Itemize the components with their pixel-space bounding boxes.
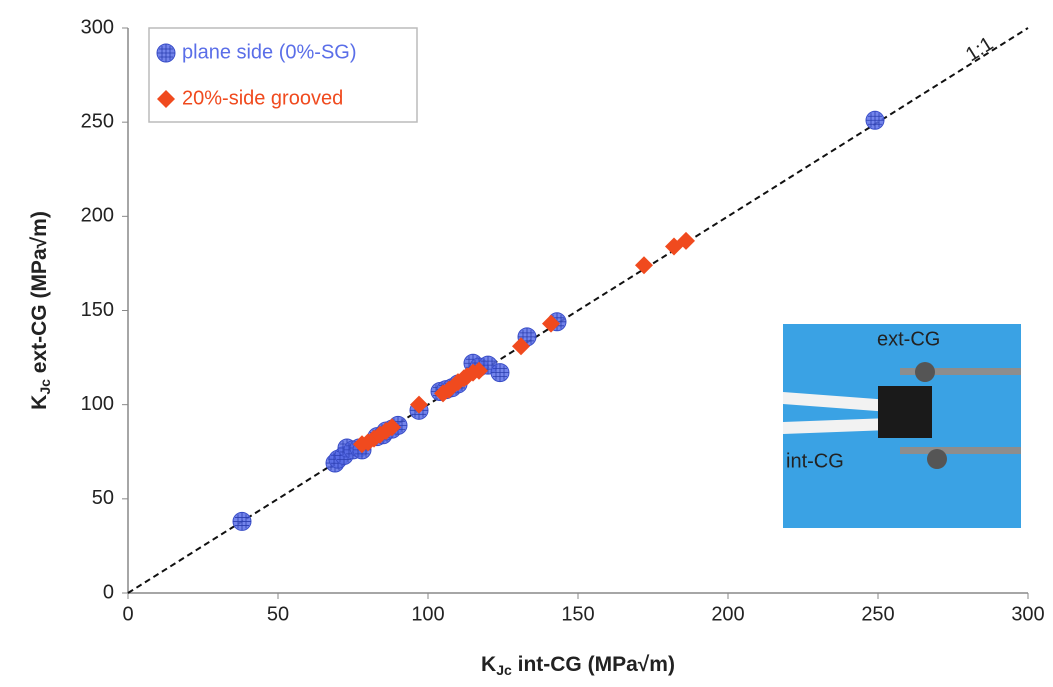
point-hatch	[233, 512, 251, 531]
point	[865, 110, 885, 130]
point	[470, 361, 488, 380]
y-tick-label: 300	[81, 16, 114, 38]
inset-wire	[783, 392, 890, 412]
y-tick-label: 50	[92, 487, 114, 509]
point-hatch	[491, 363, 509, 382]
point-hatch	[479, 356, 497, 375]
x-tick-label: 250	[861, 603, 894, 625]
legend-label: plane side (0%-SG)	[182, 41, 357, 63]
point-hatch	[157, 44, 175, 62]
y-axis-label-part: Jc	[37, 379, 53, 395]
point	[490, 363, 510, 383]
point-hatch	[518, 327, 536, 346]
reference-line-label: 1:1	[962, 33, 997, 66]
x-tick-label: 300	[1011, 603, 1044, 625]
x-axis-label-part: Jc	[496, 662, 512, 678]
x-tick-label: 100	[411, 603, 444, 625]
x-tick-label: 200	[711, 603, 744, 625]
x-axis-label: KJc int-CG (MPa√m)	[481, 653, 675, 678]
x-axis-label-part: int-CG (MPa√m)	[512, 653, 675, 676]
inset-specimen	[878, 386, 932, 438]
point-hatch	[866, 111, 884, 130]
inset-pin	[927, 449, 947, 469]
y-tick-label: 200	[81, 205, 114, 227]
inset-photo: ext-CG int-CG	[783, 324, 1021, 528]
x-tick-label: 150	[561, 603, 594, 625]
point	[383, 418, 401, 437]
point	[677, 231, 695, 250]
y-tick-label: 150	[81, 299, 114, 321]
inset-label: int-CG	[786, 450, 844, 472]
inset-label: ext-CG	[877, 328, 940, 350]
point	[542, 314, 560, 333]
y-axis-label-part: K	[28, 395, 51, 410]
inset-arm	[900, 368, 1021, 375]
point	[635, 256, 653, 275]
inset-wire	[783, 418, 890, 434]
inset-pin	[915, 362, 935, 382]
y-tick-label: 250	[81, 110, 114, 132]
y-tick-label: 0	[103, 581, 114, 603]
y-axis-label: KJc ext-CG (MPa√m)	[28, 211, 53, 410]
y-tick-label: 100	[81, 393, 114, 415]
legend-label: 20%-side grooved	[182, 87, 343, 109]
legend-box	[148, 27, 418, 123]
point	[410, 395, 428, 414]
y-axis-label-part: ext-CG (MPa√m)	[28, 211, 51, 379]
legend-marker	[156, 43, 176, 63]
x-tick-label: 50	[267, 603, 289, 625]
inset-arm	[900, 447, 1021, 454]
legend-marker	[157, 90, 175, 108]
point	[512, 337, 530, 356]
x-tick-label: 0	[122, 603, 133, 625]
point	[232, 511, 252, 531]
x-axis-label-part: K	[481, 653, 496, 676]
